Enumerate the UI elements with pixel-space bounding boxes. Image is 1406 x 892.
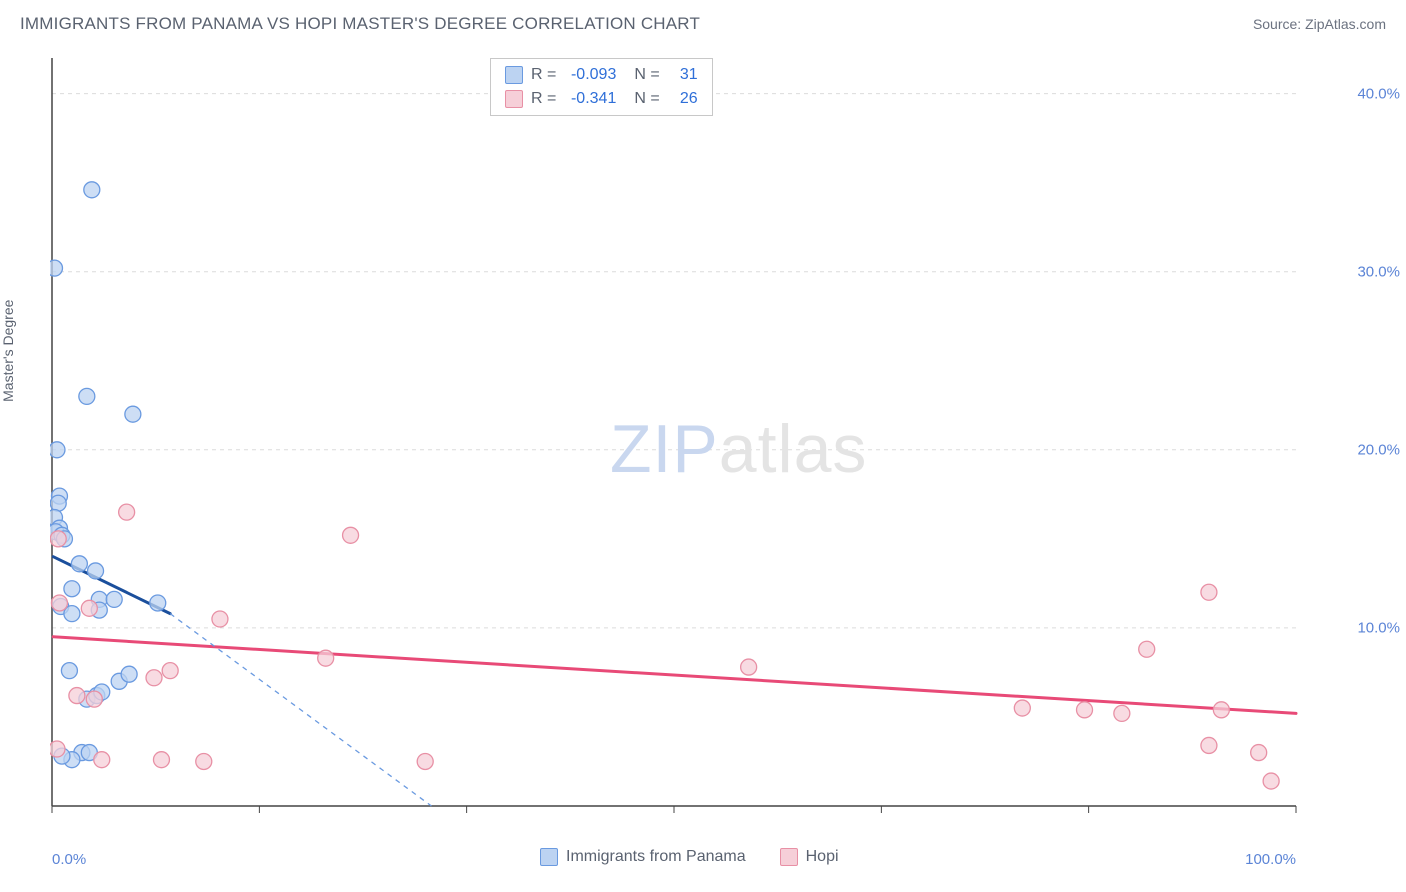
n-value: 26 bbox=[668, 87, 698, 111]
y-tick-label: 40.0% bbox=[1357, 85, 1400, 102]
legend-swatch bbox=[505, 66, 523, 84]
n-label: N = bbox=[634, 87, 659, 111]
legend-swatch bbox=[505, 90, 523, 108]
r-label: R = bbox=[531, 87, 556, 111]
y-tick-label: 10.0% bbox=[1357, 619, 1400, 636]
source-name: ZipAtlas.com bbox=[1305, 16, 1386, 32]
legend-stats-row: R = -0.093 N = 31 bbox=[505, 63, 698, 87]
chart-header: IMMIGRANTS FROM PANAMA VS HOPI MASTER'S … bbox=[0, 0, 1406, 44]
scatter-plot bbox=[50, 50, 1350, 840]
source-prefix: Source: bbox=[1253, 16, 1305, 32]
y-axis-label: Master's Degree bbox=[0, 300, 16, 402]
r-value: -0.093 bbox=[564, 63, 616, 87]
chart-area: Master's Degree ZIPatlas R =-0.093N =31R… bbox=[50, 50, 1350, 840]
x-tick-label: 0.0% bbox=[52, 851, 86, 868]
r-label: R = bbox=[531, 63, 556, 87]
legend-series-label: Hopi bbox=[806, 848, 839, 866]
r-value: -0.341 bbox=[564, 87, 616, 111]
legend-series-item: Hopi bbox=[780, 848, 839, 866]
y-tick-label: 20.0% bbox=[1357, 441, 1400, 458]
n-label: N = bbox=[634, 63, 659, 87]
legend-series: Immigrants from Panama Hopi bbox=[540, 848, 863, 866]
legend-stats-row: R = -0.341 N = 26 bbox=[505, 87, 698, 111]
chart-title: IMMIGRANTS FROM PANAMA VS HOPI MASTER'S … bbox=[20, 14, 700, 34]
legend-series-item: Immigrants from Panama bbox=[540, 848, 746, 866]
legend-series-label: Immigrants from Panama bbox=[566, 848, 746, 866]
x-tick-label: 100.0% bbox=[1245, 851, 1296, 868]
legend-swatch bbox=[540, 848, 558, 866]
chart-source: Source: ZipAtlas.com bbox=[1253, 16, 1386, 32]
n-value: 31 bbox=[668, 63, 698, 87]
y-tick-label: 30.0% bbox=[1357, 263, 1400, 280]
legend-stats: R = -0.093 N = 31 R = -0.341 N = 26 bbox=[490, 58, 713, 116]
legend-swatch bbox=[780, 848, 798, 866]
